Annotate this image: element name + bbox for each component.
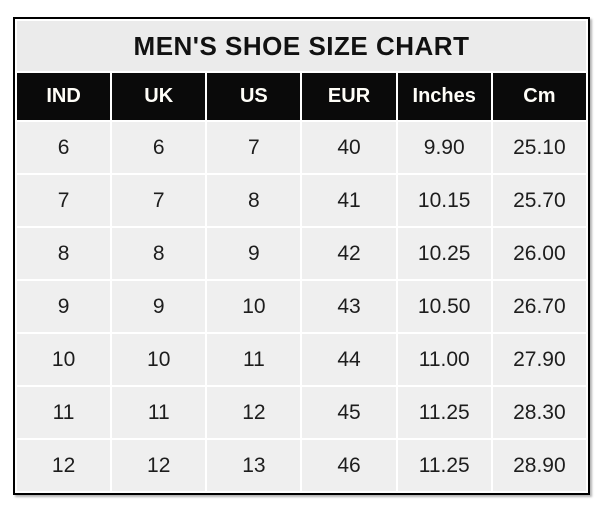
table-cell: 9 xyxy=(207,228,301,279)
table-cell: 25.10 xyxy=(492,122,586,173)
header-row: IND UK US EUR Inches Cm xyxy=(17,73,586,120)
table-cell: 28.30 xyxy=(492,387,586,438)
table-cell: 8 xyxy=(207,175,301,226)
table-cell: 8 xyxy=(17,228,111,279)
table-cell: 10 xyxy=(207,281,301,332)
shoe-size-chart: MEN'S SHOE SIZE CHART IND UK US EUR Inch… xyxy=(13,17,590,495)
table-cell: 42 xyxy=(302,228,396,279)
table-cell: 12 xyxy=(207,387,301,438)
table-cell: 25.70 xyxy=(492,175,586,226)
table-cell: 9.90 xyxy=(397,122,491,173)
table-row: 9 9 10 43 10.50 26.70 xyxy=(17,281,586,332)
table-cell: 40 xyxy=(302,122,396,173)
table-row: 6 6 7 40 9.90 25.10 xyxy=(17,122,586,173)
table-cell: 9 xyxy=(112,281,206,332)
table-cell: 27.90 xyxy=(492,334,586,385)
table-cell: 7 xyxy=(112,175,206,226)
table-cell: 10.25 xyxy=(397,228,491,279)
column-header-us: US xyxy=(207,73,301,120)
page-title: MEN'S SHOE SIZE CHART xyxy=(17,21,586,71)
table-cell: 46 xyxy=(302,440,396,491)
table-row: 11 11 12 45 11.25 28.30 xyxy=(17,387,586,438)
table-cell: 28.90 xyxy=(492,440,586,491)
table-cell: 13 xyxy=(207,440,301,491)
column-header-cm: Cm xyxy=(492,73,586,120)
table-cell: 11.00 xyxy=(397,334,491,385)
table-cell: 10 xyxy=(112,334,206,385)
table-cell: 26.00 xyxy=(492,228,586,279)
column-header-inches: Inches xyxy=(397,73,491,120)
column-header-uk: UK xyxy=(112,73,206,120)
table-cell: 12 xyxy=(17,440,111,491)
table-cell: 9 xyxy=(17,281,111,332)
table-cell: 11 xyxy=(112,387,206,438)
table-cell: 8 xyxy=(112,228,206,279)
column-header-ind: IND xyxy=(17,73,111,120)
table-cell: 44 xyxy=(302,334,396,385)
table-cell: 11 xyxy=(207,334,301,385)
table-row: 12 12 13 46 11.25 28.90 xyxy=(17,440,586,491)
table-cell: 45 xyxy=(302,387,396,438)
table-row: 8 8 9 42 10.25 26.00 xyxy=(17,228,586,279)
table-cell: 11.25 xyxy=(397,440,491,491)
table-cell: 43 xyxy=(302,281,396,332)
table-cell: 6 xyxy=(112,122,206,173)
column-header-eur: EUR xyxy=(302,73,396,120)
table-cell: 10.50 xyxy=(397,281,491,332)
table-cell: 12 xyxy=(112,440,206,491)
shoe-size-table: MEN'S SHOE SIZE CHART IND UK US EUR Inch… xyxy=(15,19,588,493)
table-cell: 26.70 xyxy=(492,281,586,332)
table-row: 10 10 11 44 11.00 27.90 xyxy=(17,334,586,385)
title-row: MEN'S SHOE SIZE CHART xyxy=(17,21,586,71)
table-cell: 11.25 xyxy=(397,387,491,438)
table-row: 7 7 8 41 10.15 25.70 xyxy=(17,175,586,226)
table-cell: 41 xyxy=(302,175,396,226)
table-cell: 11 xyxy=(17,387,111,438)
table-cell: 6 xyxy=(17,122,111,173)
table-cell: 7 xyxy=(17,175,111,226)
table-cell: 7 xyxy=(207,122,301,173)
table-cell: 10.15 xyxy=(397,175,491,226)
table-cell: 10 xyxy=(17,334,111,385)
